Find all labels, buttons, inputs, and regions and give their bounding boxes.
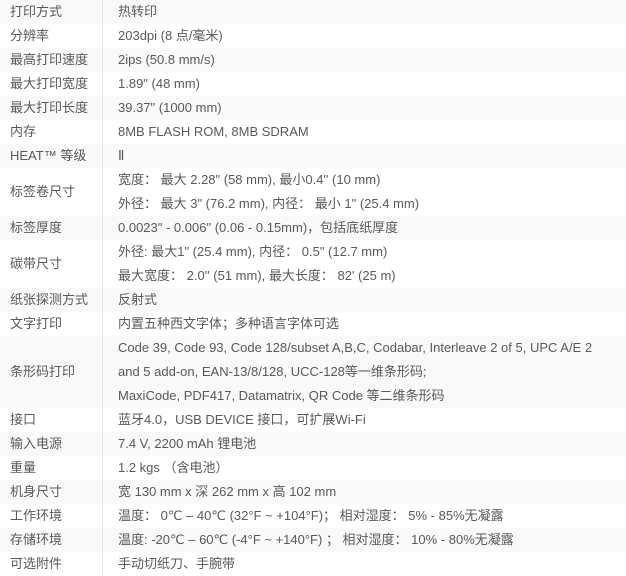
spec-label: HEAT™ 等级 — [0, 144, 103, 168]
spec-value: 0.0023" - 0.006" (0.06 - 0.15mm)，包括底纸厚度 — [103, 216, 626, 240]
spec-label: 接口 — [0, 408, 103, 432]
spec-label: 内存 — [0, 120, 103, 144]
spec-row: 机身尺寸 宽 130 mm x 深 262 mm x 高 102 mm — [0, 480, 626, 504]
spec-value-line: 1.89" (48 mm) — [118, 76, 200, 91]
spec-value: 温度： 0℃ – 40℃ (32°F ~ +104°F)； 相对湿度： 5% -… — [103, 504, 626, 528]
spec-value-line: 外径: 最大1" (25.4 mm), 内径： 0.5" (12.7 mm) — [118, 244, 388, 259]
spec-value-line: Ⅱ — [118, 148, 125, 163]
spec-label: 最高打印速度 — [0, 48, 103, 72]
spec-row: 工作环境 温度： 0℃ – 40℃ (32°F ~ +104°F)； 相对湿度：… — [0, 504, 626, 528]
spec-value-line: Code 39, Code 93, Code 128/subset A,B,C,… — [118, 340, 593, 355]
spec-value: 7.4 V, 2200 mAh 锂电池 — [103, 432, 626, 456]
spec-label: 纸张探测方式 — [0, 288, 103, 312]
spec-value-line: 39.37" (1000 mm) — [118, 100, 222, 115]
spec-value-line: 手动切纸刀、手腕带 — [118, 556, 236, 571]
spec-value-line: 最大宽度： 2.0'' (51 mm), 最大长度： 82' (25 m) — [118, 268, 396, 283]
spec-value: 1.2 kgs （含电池） — [103, 456, 626, 480]
spec-label: 最大打印长度 — [0, 96, 103, 120]
spec-value: 1.89" (48 mm) — [103, 72, 626, 96]
spec-label: 重量 — [0, 456, 103, 480]
spec-label: 可选附件 — [0, 552, 103, 576]
spec-value-line: and 5 add-on, EAN-13/8/128, UCC-128等一维条形… — [118, 364, 427, 379]
spec-row: 最高打印速度 2ips (50.8 mm/s) — [0, 48, 626, 72]
spec-value: 内置五种西文字体；多种语言字体可选 — [103, 312, 626, 336]
spec-row: 可选附件 手动切纸刀、手腕带 — [0, 552, 626, 576]
spec-value-line: 内置五种西文字体；多种语言字体可选 — [118, 316, 340, 331]
spec-row: 标签卷尺寸 宽度： 最大 2.28" (58 mm), 最小0.4'' (10 … — [0, 168, 626, 216]
spec-value: 203dpi (8 点/毫米) — [103, 24, 626, 48]
spec-value-line: 宽度： 最大 2.28" (58 mm), 最小0.4'' (10 mm) — [118, 172, 381, 187]
spec-row: 内存 8MB FLASH ROM, 8MB SDRAM — [0, 120, 626, 144]
spec-row: 文字打印 内置五种西文字体；多种语言字体可选 — [0, 312, 626, 336]
spec-value: 39.37" (1000 mm) — [103, 96, 626, 120]
spec-label: 最大打印宽度 — [0, 72, 103, 96]
spec-row: 纸张探测方式 反射式 — [0, 288, 626, 312]
spec-row: 接口 蓝牙4.0，USB DEVICE 接口，可扩展Wi-Fi — [0, 408, 626, 432]
spec-value-line: 温度： 0℃ – 40℃ (32°F ~ +104°F)； 相对湿度： 5% -… — [118, 508, 504, 523]
spec-value-line: 宽 130 mm x 深 262 mm x 高 102 mm — [118, 484, 337, 499]
spec-label: 条形码打印 — [0, 336, 103, 408]
spec-value: Code 39, Code 93, Code 128/subset A,B,C,… — [103, 336, 626, 408]
spec-value: 热转印 — [103, 0, 626, 24]
spec-value: 2ips (50.8 mm/s) — [103, 48, 626, 72]
spec-value: 外径: 最大1" (25.4 mm), 内径： 0.5" (12.7 mm) 最大… — [103, 240, 626, 288]
spec-value-line: 0.0023" - 0.006" (0.06 - 0.15mm)，包括底纸厚度 — [118, 220, 399, 235]
spec-value-line: 203dpi (8 点/毫米) — [118, 28, 223, 43]
spec-value: 8MB FLASH ROM, 8MB SDRAM — [103, 120, 626, 144]
spec-value: 蓝牙4.0，USB DEVICE 接口，可扩展Wi-Fi — [103, 408, 626, 432]
spec-label: 文字打印 — [0, 312, 103, 336]
spec-row: 碳带尺寸 外径: 最大1" (25.4 mm), 内径： 0.5" (12.7 … — [0, 240, 626, 288]
spec-row: 条形码打印 Code 39, Code 93, Code 128/subset … — [0, 336, 626, 408]
spec-value: 反射式 — [103, 288, 626, 312]
spec-label: 分辨率 — [0, 24, 103, 48]
spec-label: 工作环境 — [0, 504, 103, 528]
spec-row: 最大打印宽度 1.89" (48 mm) — [0, 72, 626, 96]
spec-value-line: 反射式 — [118, 292, 158, 307]
spec-row: 标签厚度 0.0023" - 0.006" (0.06 - 0.15mm)，包括… — [0, 216, 626, 240]
spec-row: 分辨率 203dpi (8 点/毫米) — [0, 24, 626, 48]
spec-label: 打印方式 — [0, 0, 103, 24]
spec-label: 碳带尺寸 — [0, 240, 103, 288]
spec-value-line: MaxiCode, PDF417, Datamatrix, QR Code 等二… — [118, 388, 445, 403]
spec-value: 宽 130 mm x 深 262 mm x 高 102 mm — [103, 480, 626, 504]
spec-label: 输入电源 — [0, 432, 103, 456]
spec-row: 重量 1.2 kgs （含电池） — [0, 456, 626, 480]
spec-value-line: 1.2 kgs （含电池） — [118, 460, 229, 475]
spec-label: 标签厚度 — [0, 216, 103, 240]
spec-value: 宽度： 最大 2.28" (58 mm), 最小0.4'' (10 mm) 外径：… — [103, 168, 626, 216]
spec-row: HEAT™ 等级 Ⅱ — [0, 144, 626, 168]
spec-label: 机身尺寸 — [0, 480, 103, 504]
spec-row: 最大打印长度 39.37" (1000 mm) — [0, 96, 626, 120]
spec-row: 存储环境 温度: -20℃ – 60℃ (-4°F ~ +140°F) ； 相对… — [0, 528, 626, 552]
spec-row: 输入电源 7.4 V, 2200 mAh 锂电池 — [0, 432, 626, 456]
spec-value-line: 2ips (50.8 mm/s) — [118, 52, 215, 67]
spec-value: 手动切纸刀、手腕带 — [103, 552, 626, 576]
spec-value-line: 蓝牙4.0，USB DEVICE 接口，可扩展Wi-Fi — [118, 412, 366, 427]
spec-label: 存储环境 — [0, 528, 103, 552]
spec-value-line: 外径： 最大 3" (76.2 mm), 内径： 最小 1" (25.4 mm) — [118, 196, 420, 211]
spec-value-line: 温度: -20℃ – 60℃ (-4°F ~ +140°F) ； 相对湿度： 1… — [118, 532, 514, 547]
spec-label: 标签卷尺寸 — [0, 168, 103, 216]
spec-value-line: 热转印 — [118, 4, 158, 19]
spec-row: 打印方式 热转印 — [0, 0, 626, 24]
spec-value-line: 7.4 V, 2200 mAh 锂电池 — [118, 436, 257, 451]
spec-value: 温度: -20℃ – 60℃ (-4°F ~ +140°F) ； 相对湿度： 1… — [103, 528, 626, 552]
spec-value-line: 8MB FLASH ROM, 8MB SDRAM — [118, 124, 309, 139]
spec-value: Ⅱ — [103, 144, 626, 168]
